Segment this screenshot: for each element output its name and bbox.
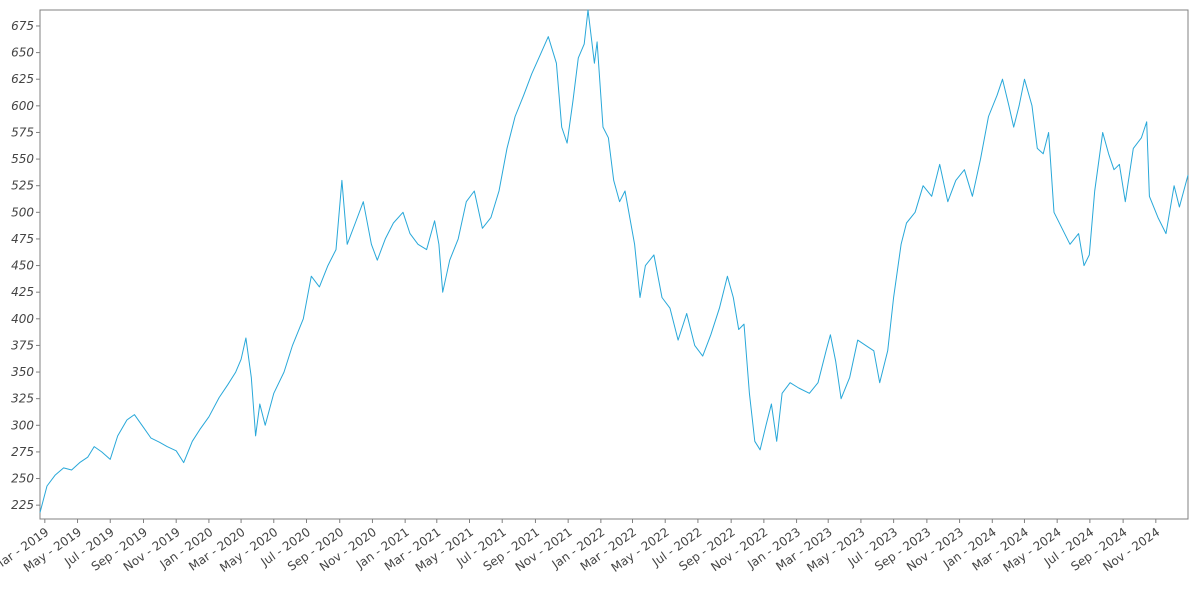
y-tick-label: 500 [11, 205, 34, 219]
y-tick-label: 225 [11, 498, 34, 512]
y-tick-label: 550 [11, 152, 34, 166]
y-tick-label: 525 [11, 179, 34, 193]
series-line-1 [39, 9, 1189, 513]
y-tick-label: 250 [11, 472, 34, 486]
y-tick-label: 575 [11, 125, 34, 139]
y-tick-label: 475 [11, 232, 34, 246]
y-tick-label: 350 [11, 365, 34, 379]
y-tick-label: 300 [11, 418, 34, 432]
y-tick-label: 650 [11, 46, 34, 60]
y-tick-label: 600 [11, 99, 34, 113]
y-axis: 225 250 275 300 325 350 375 400 425 450 475 500 525 5… [11, 19, 40, 512]
y-tick-label: 425 [11, 285, 34, 299]
y-tick-label: 625 [11, 72, 34, 86]
y-tick-label: 450 [11, 259, 34, 273]
plot-frame [39, 9, 1189, 520]
y-tick-label: 325 [11, 392, 34, 406]
y-tick-label: 275 [11, 445, 34, 459]
y-tick-label: 375 [11, 338, 34, 352]
y-tick-label: 675 [11, 19, 34, 33]
y-tick-label: 400 [11, 312, 34, 326]
